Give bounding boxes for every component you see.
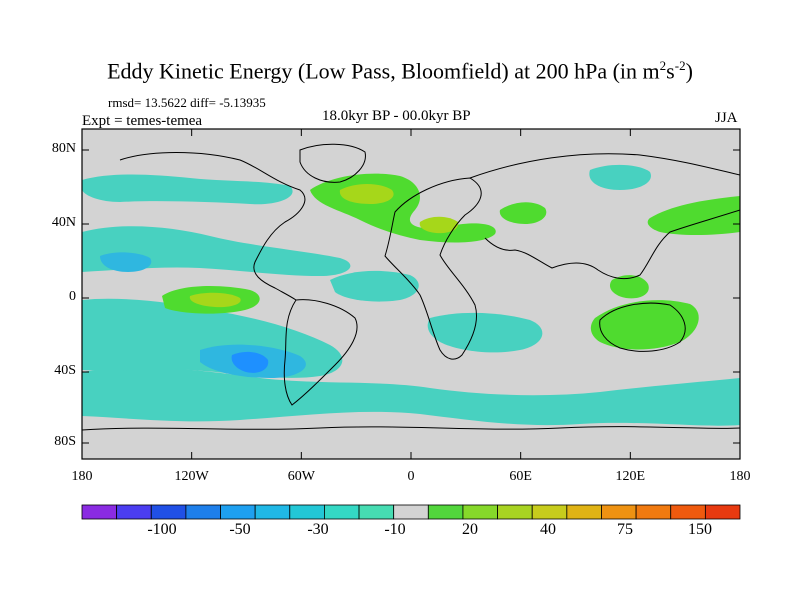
- coastline-antarctica: [82, 426, 740, 431]
- colorbar: [81, 504, 741, 520]
- colorbar-box: [393, 504, 429, 520]
- experiment-label: Expt = temes-temea: [82, 113, 203, 129]
- contour-fill-east-pacific-yellow: [189, 292, 241, 308]
- contour-fill-tropical-atlantic: [330, 270, 419, 302]
- contour-fill-east-asia-green: [647, 196, 740, 235]
- coastline-europe-africa: [384, 177, 482, 360]
- contour-fill-north-atlantic-yellow: [339, 184, 394, 204]
- lat-label: 80N: [51, 141, 76, 156]
- contour-fill-blue-chile: [231, 351, 269, 373]
- colorbar-label: -30: [307, 521, 329, 538]
- contour-fill-indian-ocean: [427, 312, 543, 353]
- coastline-south-america: [283, 299, 358, 406]
- colorbar-box: [497, 504, 533, 520]
- coastline-north-america: [119, 152, 306, 301]
- contour-fill-arctic-cyan: [82, 174, 293, 205]
- colorbar-label: 75: [617, 521, 633, 538]
- colorbar-box: [324, 504, 360, 520]
- colorbar-label: -50: [229, 521, 251, 538]
- lon-label: 0: [407, 469, 415, 484]
- colorbar-box: [531, 504, 568, 520]
- lon-label: 180: [71, 469, 93, 484]
- coastline-greenland: [299, 143, 366, 183]
- coastline-australia: [599, 302, 686, 352]
- lon-label: 60E: [509, 469, 532, 484]
- colorbar-label: 150: [688, 521, 712, 538]
- colorbar-box: [704, 504, 741, 520]
- stats-text: rmsd= 13.5622 diff= -5.13935: [108, 95, 266, 110]
- colorbar-box: [566, 504, 602, 520]
- contour-fill-central-asia-green: [499, 202, 547, 224]
- colorbar-box: [601, 504, 637, 520]
- period-label: 18.0kyr BP - 00.0kyr BP: [322, 108, 471, 124]
- lat-label: 80S: [54, 434, 76, 449]
- lat-label: 0: [69, 289, 76, 304]
- contour-fill-mediterranean-yellow: [419, 216, 459, 234]
- coastline-asia: [469, 153, 740, 280]
- colorbar-box: [462, 504, 498, 520]
- plot-title: Eddy Kinetic Energy (Low Pass, Bloomfiel…: [107, 58, 693, 84]
- lat-label: 40N: [51, 215, 76, 230]
- colorbar-box: [254, 504, 291, 520]
- colorbar-label: 40: [540, 521, 556, 538]
- lon-label: 180: [729, 469, 751, 484]
- colorbar-box: [116, 504, 152, 520]
- colorbar-label: 20: [462, 521, 478, 538]
- colorbar-box: [81, 504, 118, 520]
- contour-fill-southern-ocean: [82, 367, 740, 426]
- season-label: JJA: [715, 110, 738, 126]
- colorbar-box: [185, 504, 221, 520]
- contour-fill-siberia-cyan: [589, 164, 651, 190]
- lon-label: 120E: [615, 469, 646, 484]
- colorbar-box: [427, 504, 464, 520]
- colorbar-box: [220, 504, 256, 520]
- contour-fill-australia-green: [590, 300, 699, 350]
- contour-fill-blue-hawaii: [100, 252, 152, 272]
- colorbar-box: [150, 504, 187, 520]
- colorbar-label: -100: [147, 521, 177, 538]
- colorbar-box: [670, 504, 706, 520]
- lon-label: 120W: [174, 469, 209, 484]
- colorbar-label: -10: [384, 521, 406, 538]
- colorbar-box: [289, 504, 325, 520]
- contour-fill-indonesia-green: [609, 275, 649, 299]
- lon-label: 60W: [287, 469, 315, 484]
- colorbar-box: [358, 504, 395, 520]
- colorbar-box: [635, 504, 672, 520]
- lat-label: 40S: [54, 363, 76, 378]
